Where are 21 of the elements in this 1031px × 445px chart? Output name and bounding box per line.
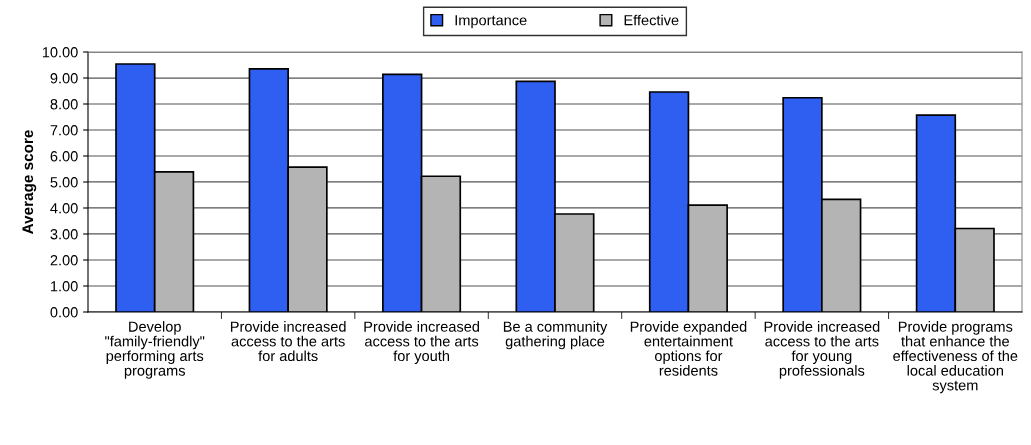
y-tick-label: 1.00 [51, 281, 78, 292]
y-tick-label: 8.00 [50, 99, 78, 110]
y-tick-label: 9.00 [50, 73, 78, 84]
y-tick-label: 2.00 [50, 255, 78, 266]
legend-label: Importance [455, 15, 527, 29]
y-axis-title: Average score [22, 130, 37, 234]
y-tick-label: 0.00 [50, 307, 78, 318]
x-tick-label: Provide programs that enhance the effectiveness of the local education system [893, 321, 1018, 394]
x-tick-label: Develop "family-friendly" performing arts programs [105, 321, 205, 379]
y-tick-label: 5.00 [50, 177, 78, 188]
y-tick-label: 4.00 [50, 203, 78, 214]
legend-label: Effective [624, 14, 679, 26]
x-tick-label: Provide expanded entertainment options for residents [630, 321, 747, 376]
y-tick-label: 7.00 [50, 125, 78, 136]
x-tick-label: Provide increased access to the arts for youth [364, 321, 479, 364]
y-tick-label: 10.00 [42, 47, 78, 58]
x-tick-label: Be a community gathering place [503, 321, 608, 350]
x-tick-label: Provide increased access to the arts for adults [230, 321, 346, 362]
y-tick-label: 6.00 [50, 151, 78, 162]
y-tick-label: 3.00 [50, 229, 78, 240]
x-tick-label: Provide increased access to the arts for young professionals [764, 321, 880, 379]
